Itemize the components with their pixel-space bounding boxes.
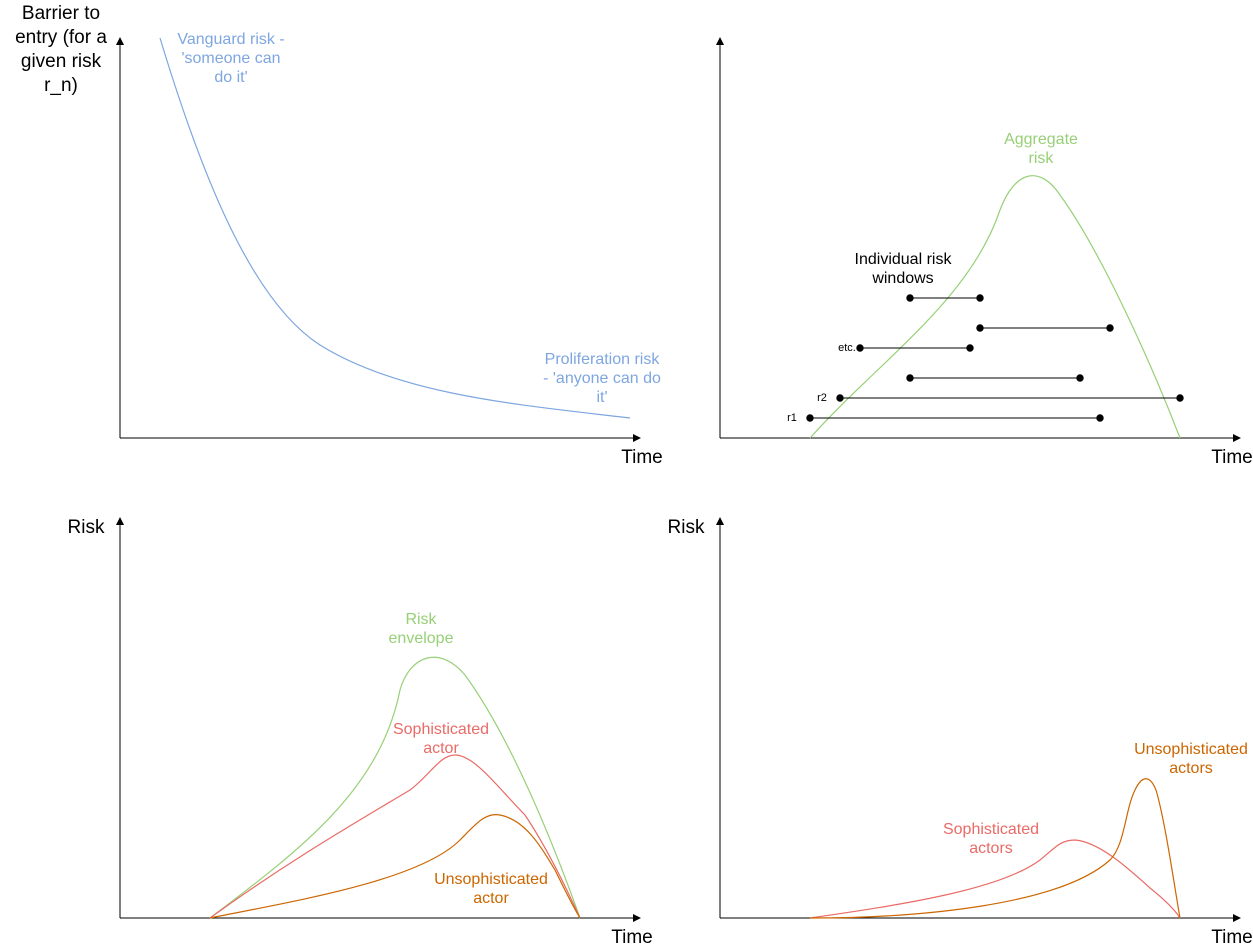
sophisticated-actors-label: Sophisticated actors [942,821,1040,857]
vanguard-risk-label: Vanguard risk - 'someone can do it' [177,31,285,86]
panel3-y-axis-label: Risk [67,517,105,538]
panel1-axes [116,37,641,442]
aggregate-risk-curve [809,175,1181,439]
etc-label: etc. [838,342,856,354]
panel3-x-axis-label: Time [611,927,653,948]
unsophisticated-actors-curve [809,778,1181,919]
risk-windows [806,294,1184,422]
panel2-axes [716,37,1241,442]
sophisticated-actors-curve [809,839,1181,919]
sophisticated-actor-label: Sophisticated actor [392,721,490,757]
risk-envelope-label: Risk envelope [388,611,454,647]
risk-window-r2 [836,394,1184,402]
vanguard-curve [159,37,631,419]
individual-windows-label: Individual risk windows [854,251,952,287]
risk-window-r1 [806,414,1104,422]
unsophisticated-actors-label: Unsophisticated actors [1134,741,1248,777]
panel3-axes [116,517,641,922]
panel1-y-axis-label: Barrier to entry (for a given risk r_n) [15,3,107,96]
risk-window [906,294,984,302]
panel4-y-axis-label: Risk [667,517,705,538]
aggregate-risk-label: Aggregate risk [1004,131,1078,167]
unsophisticated-actor-curve [209,813,581,919]
panel4-axes [716,517,1241,922]
panel4-x-axis-label: Time [1211,927,1253,948]
r2-label: r2 [817,392,827,404]
risk-window [906,374,1084,382]
risk-window [976,324,1114,332]
panel1-x-axis-label: Time [621,447,663,468]
unsophisticated-actor-label: Unsophisticated actor [434,871,548,907]
proliferation-risk-label: Proliferation risk - 'anyone can do it' [543,351,661,406]
r1-label: r1 [787,412,797,424]
risk-window [856,344,974,352]
risk-envelope-curve [209,656,581,919]
sophisticated-actor-curve [209,754,581,919]
panel2-x-axis-label: Time [1211,447,1253,468]
